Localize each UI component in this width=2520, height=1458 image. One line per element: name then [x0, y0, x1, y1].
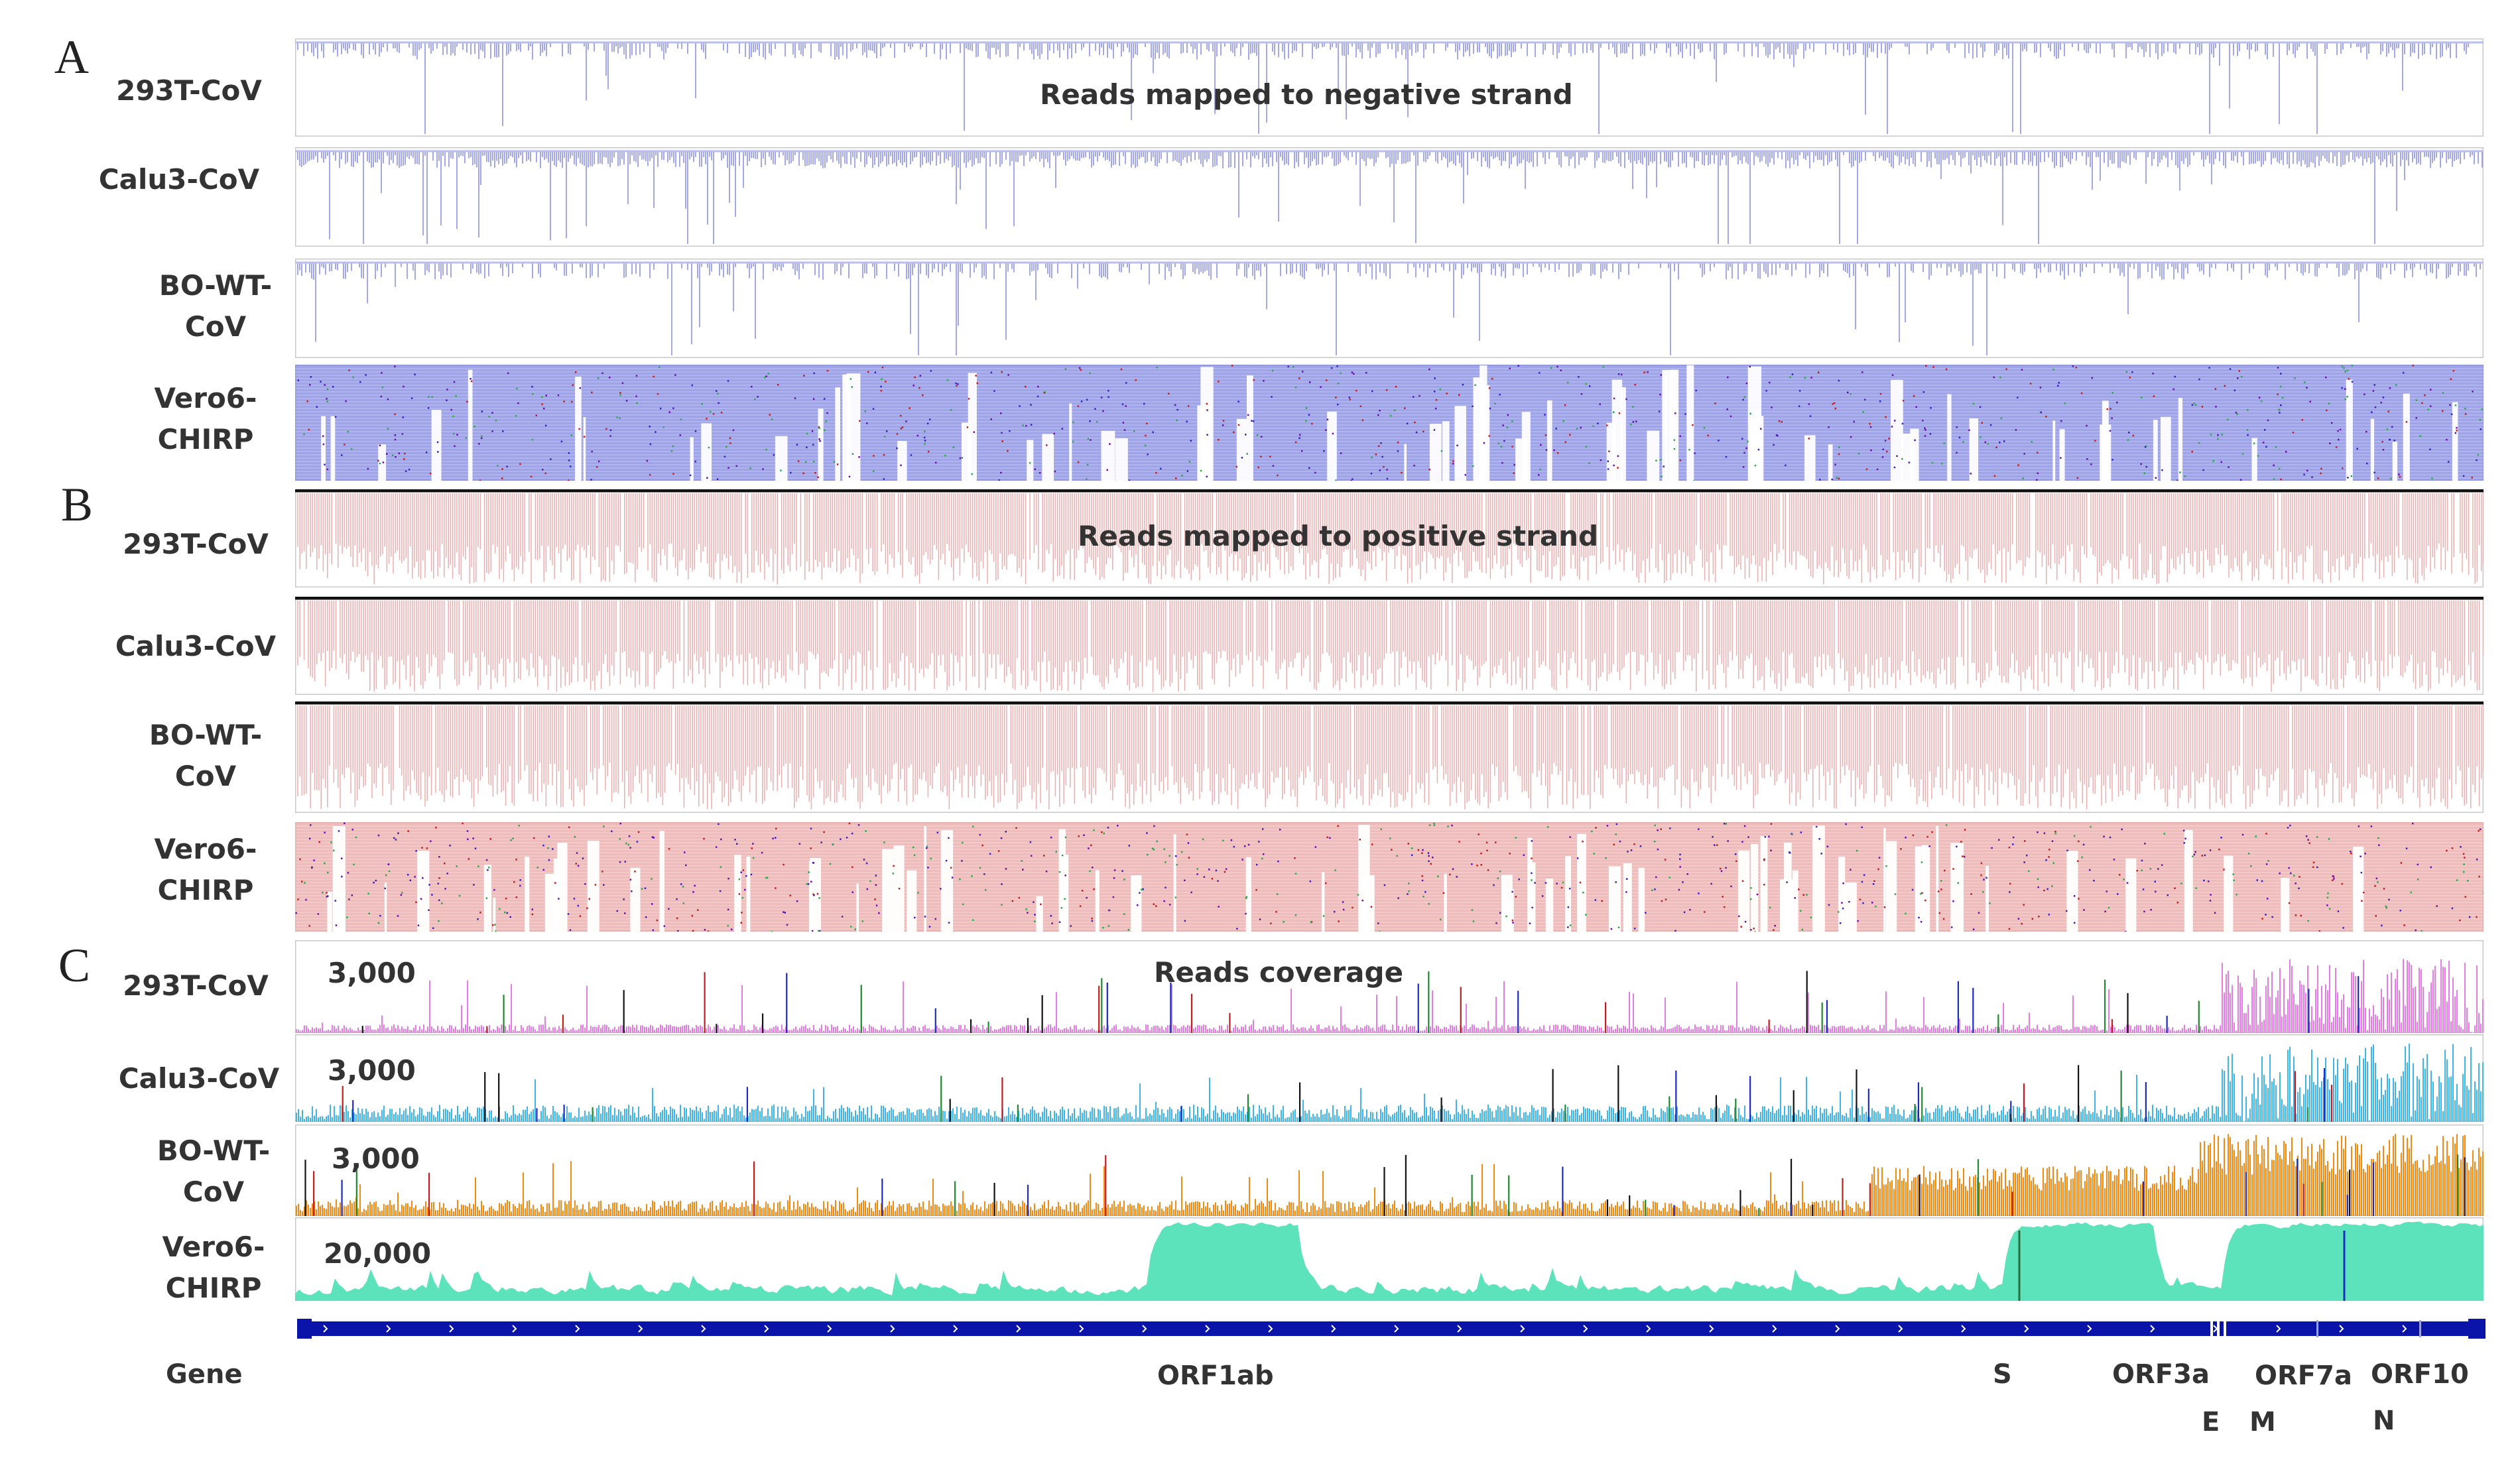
- a-label-vero: Vero6- CHIRP: [119, 378, 292, 460]
- c-label-293t: 293T-CoV: [109, 965, 282, 1006]
- panel-letter-c: C: [58, 939, 91, 992]
- a-track-293t: [295, 38, 2484, 137]
- b-track-title: Reads mapped to positive strand: [1078, 520, 1599, 552]
- c-label-vero-l1: Vero6-: [162, 1231, 265, 1263]
- b-label-bo: BO-WT- CoV: [119, 715, 292, 797]
- c-scale-293t: 3,000: [328, 957, 416, 989]
- b-label-293t-text: 293T-CoV: [123, 528, 269, 560]
- a-label-calu3: Calu3-CoV: [93, 159, 265, 200]
- c-label-bo-l2: CoV: [182, 1176, 245, 1208]
- a-track-vero: [295, 365, 2484, 481]
- c-track-293t: [295, 940, 2484, 1033]
- panel-letter-b: B: [61, 478, 94, 531]
- panel-letter-a: A: [54, 30, 89, 84]
- a-label-293t-text: 293T-CoV: [116, 74, 262, 107]
- a-track-bo: [295, 259, 2484, 358]
- a-label-bo-l2: CoV: [184, 310, 247, 343]
- a-track-title: Reads mapped to negative strand: [1040, 78, 1573, 111]
- b-label-calu3: Calu3-CoV: [109, 626, 282, 667]
- gene-annotation-bar: [297, 1316, 2486, 1341]
- c-label-vero-l2: CHIRP: [165, 1272, 262, 1304]
- a-label-bo: BO-WT- CoV: [129, 265, 302, 347]
- gene-label-orf7a: ORF7a: [2255, 1361, 2352, 1391]
- a-label-293t: 293T-CoV: [103, 70, 275, 111]
- b-label-calu3-text: Calu3-CoV: [115, 630, 277, 662]
- b-label-vero-l2: CHIRP: [157, 874, 254, 906]
- c-scale-vero: 20,000: [324, 1237, 432, 1270]
- a-track-calu3: [295, 147, 2484, 247]
- c-track-vero: [295, 1217, 2484, 1301]
- a-label-vero-l1: Vero6-: [154, 382, 257, 414]
- c-label-vero: Vero6- CHIRP: [127, 1227, 300, 1309]
- gene-label-orf10: ORF10: [2371, 1359, 2469, 1390]
- b-label-vero-l1: Vero6-: [154, 833, 257, 865]
- c-scale-bo: 3,000: [332, 1142, 420, 1175]
- gene-label-orf1ab: ORF1ab: [1157, 1361, 1274, 1391]
- b-label-vero: Vero6- CHIRP: [119, 829, 292, 911]
- b-label-bo-l2: CoV: [174, 760, 237, 792]
- c-label-293t-text: 293T-CoV: [123, 969, 269, 1002]
- a-label-bo-l1: BO-WT-: [158, 269, 273, 302]
- gene-label-m: M: [2249, 1407, 2276, 1437]
- b-label-bo-l1: BO-WT-: [149, 719, 263, 751]
- b-track-vero: [295, 822, 2484, 932]
- gene-label-orf3a: ORF3a: [2112, 1359, 2210, 1390]
- c-label-bo-l1: BO-WT-: [157, 1134, 271, 1167]
- gene-label-n: N: [2373, 1406, 2395, 1436]
- b-track-calu3: [295, 597, 2484, 695]
- gene-label-s: S: [1993, 1359, 2012, 1390]
- b-track-bo: [295, 701, 2484, 813]
- b-label-293t: 293T-CoV: [109, 524, 282, 565]
- gene-track-label: Gene: [166, 1359, 243, 1390]
- c-track-calu3: [295, 1034, 2484, 1122]
- a-label-vero-l2: CHIRP: [157, 423, 254, 456]
- gene-label-e: E: [2202, 1407, 2220, 1437]
- c-scale-calu3: 3,000: [328, 1054, 416, 1087]
- c-track-title: Reads coverage: [1154, 956, 1404, 989]
- c-track-bo: [295, 1124, 2484, 1216]
- a-label-calu3-text: Calu3-CoV: [98, 163, 260, 196]
- c-label-bo: BO-WT- CoV: [127, 1130, 300, 1213]
- c-label-calu3: Calu3-CoV: [113, 1058, 285, 1099]
- b-track-293t: [295, 489, 2484, 587]
- c-label-calu3-text: Calu3-CoV: [118, 1062, 280, 1095]
